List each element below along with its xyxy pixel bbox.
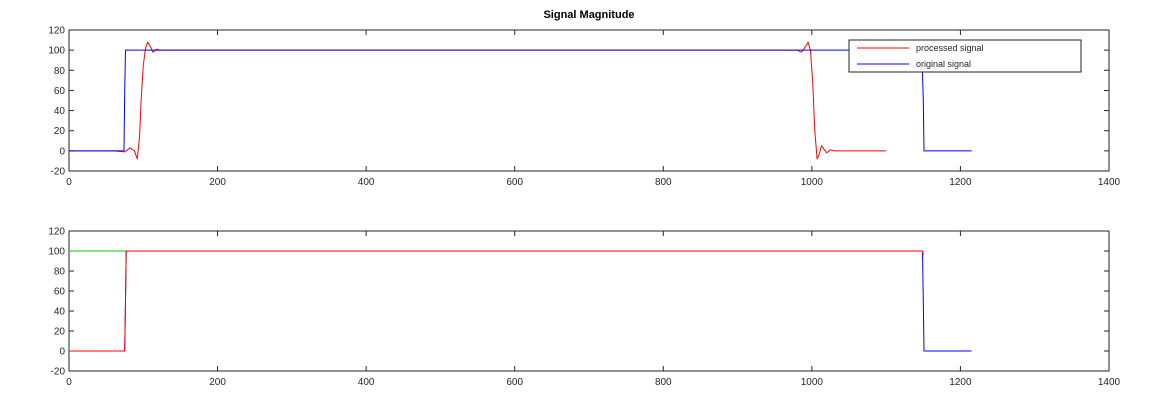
series-line-1 [69,49,972,152]
x-tick-label: 400 [358,377,375,388]
x-tick-label: 1200 [949,377,972,388]
y-tick-label: -20 [51,167,66,178]
y-tick-label: 120 [48,26,65,37]
y-tick-label: 0 [59,347,65,358]
y-tick-label: 100 [48,46,65,57]
x-tick-label: 200 [209,377,226,388]
axes-box [68,29,1110,172]
bottom-plot: 0 200 400 600 800 1000 1200 1400-20020406080100… [48,227,1120,389]
x-tick-label: 800 [655,177,672,188]
y-tick-label: 80 [54,66,66,77]
x-tick-label: 600 [506,377,523,388]
axes-box [68,230,1110,372]
x-tick-label: 0 [66,177,72,188]
series-line-0 [69,41,887,160]
x-tick-label: 1000 [801,377,824,388]
chart-title: Signal Magnitude [543,9,634,21]
y-tick-label: 20 [54,327,66,338]
y-tick-label: 0 [59,146,65,157]
x-tick-label: 200 [209,177,226,188]
y-tick-label: 40 [54,307,66,318]
legend-label: processed signal [916,43,984,53]
x-tick-label: 400 [358,177,375,188]
x-tick-label: 600 [506,177,523,188]
x-tick-label: 1200 [949,177,972,188]
y-tick-label: 60 [54,287,66,298]
x-tick-label: 1000 [801,177,824,188]
x-tick-label: 0 [66,377,72,388]
x-tick-label: 1400 [1098,177,1121,188]
y-tick-label: 120 [48,227,65,238]
y-tick-label: 40 [54,106,66,117]
legend-label: original signal [916,59,971,69]
legend-box [848,39,1082,73]
series-line-2 [69,250,924,352]
y-tick-label: 80 [54,267,66,278]
y-tick-label: 20 [54,126,66,137]
y-tick-label: -20 [51,367,66,378]
series-line-1 [69,250,972,352]
y-tick-label: 60 [54,86,66,97]
x-tick-label: 1400 [1098,377,1121,388]
y-tick-label: 100 [48,247,65,258]
x-tick-label: 800 [655,377,672,388]
top-plot: 0 200 400 600 800 1000 1200 1400-20020406080100… [48,26,1120,189]
